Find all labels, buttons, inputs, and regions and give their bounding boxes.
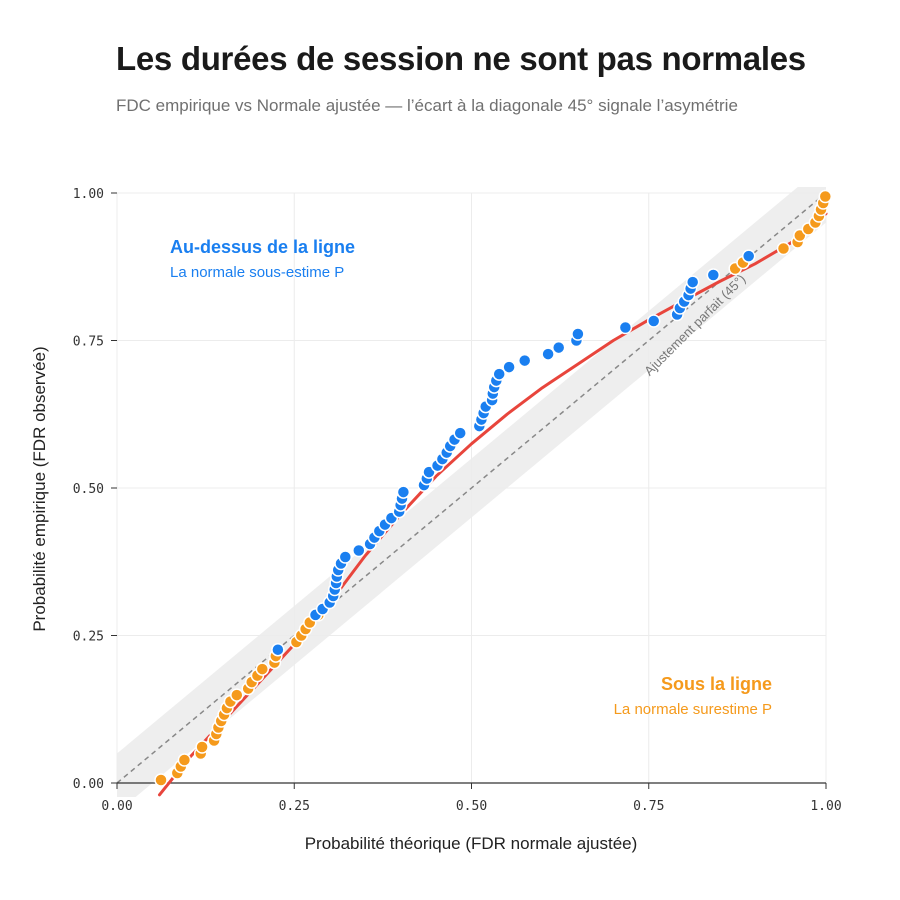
x-axis-label: Probabilité théorique (FDR normale ajust… [305,834,638,853]
data-point-below [230,688,244,702]
annotation-above-title: Au-dessus de la ligne [170,237,355,257]
annotation-above-subtitle: La normale sous-estime P [170,264,344,281]
data-point-above [271,642,285,657]
x-tick-label: 0.50 [456,799,487,814]
data-point-above [646,314,661,328]
data-point-above [618,320,633,335]
data-point-above [453,426,467,440]
data-point-below [776,241,791,256]
chart-title: Les durées de session ne sont pas normal… [116,40,806,77]
data-point-below [818,189,833,204]
data-point-below [177,753,192,767]
y-axis-label: Probabilité empirique (FDR observée) [30,346,49,631]
data-point-above [517,353,532,368]
data-point-above [571,327,585,341]
axes-layer: 0.00 0.00 0.25 0.25 0.50 0.50 0.75 0.75 1.00 1.00 [73,187,842,814]
data-point-above [396,485,411,499]
data-point-below [255,662,270,676]
data-point-above [352,543,366,558]
x-tick-label: 0.75 [633,799,664,814]
x-tick-label: 1.00 [810,799,841,814]
data-point-above [492,367,506,381]
x-tick-label: 0.00 [101,799,132,814]
annotation-below-title: Sous la ligne [661,674,772,694]
data-point-above [685,275,700,289]
y-tick-label: 0.00 [73,777,104,792]
diagonal-reference-line [116,192,827,784]
data-point-below [195,740,209,754]
data-point-above [541,347,555,361]
data-point-above [551,340,566,355]
y-tick-label: 0.75 [73,335,104,350]
data-point-above [741,249,756,263]
y-tick-label: 0.25 [73,630,104,645]
diagonal-layer [116,192,827,784]
fit-curve-layer [158,212,828,797]
chart-subtitle: FDC empirique vs Normale ajustée — l’éca… [116,96,738,115]
y-tick-label: 0.50 [73,482,104,497]
y-tick-label: 1.00 [73,187,104,202]
data-point-above [338,550,353,564]
data-point-above [502,360,516,374]
data-point-above [706,268,721,282]
annotation-below-subtitle: La normale surestime P [614,701,772,718]
normal-fit-curve [158,212,828,797]
data-point-below [154,773,168,787]
x-tick-label: 0.25 [279,799,310,814]
points-layer [154,189,833,787]
